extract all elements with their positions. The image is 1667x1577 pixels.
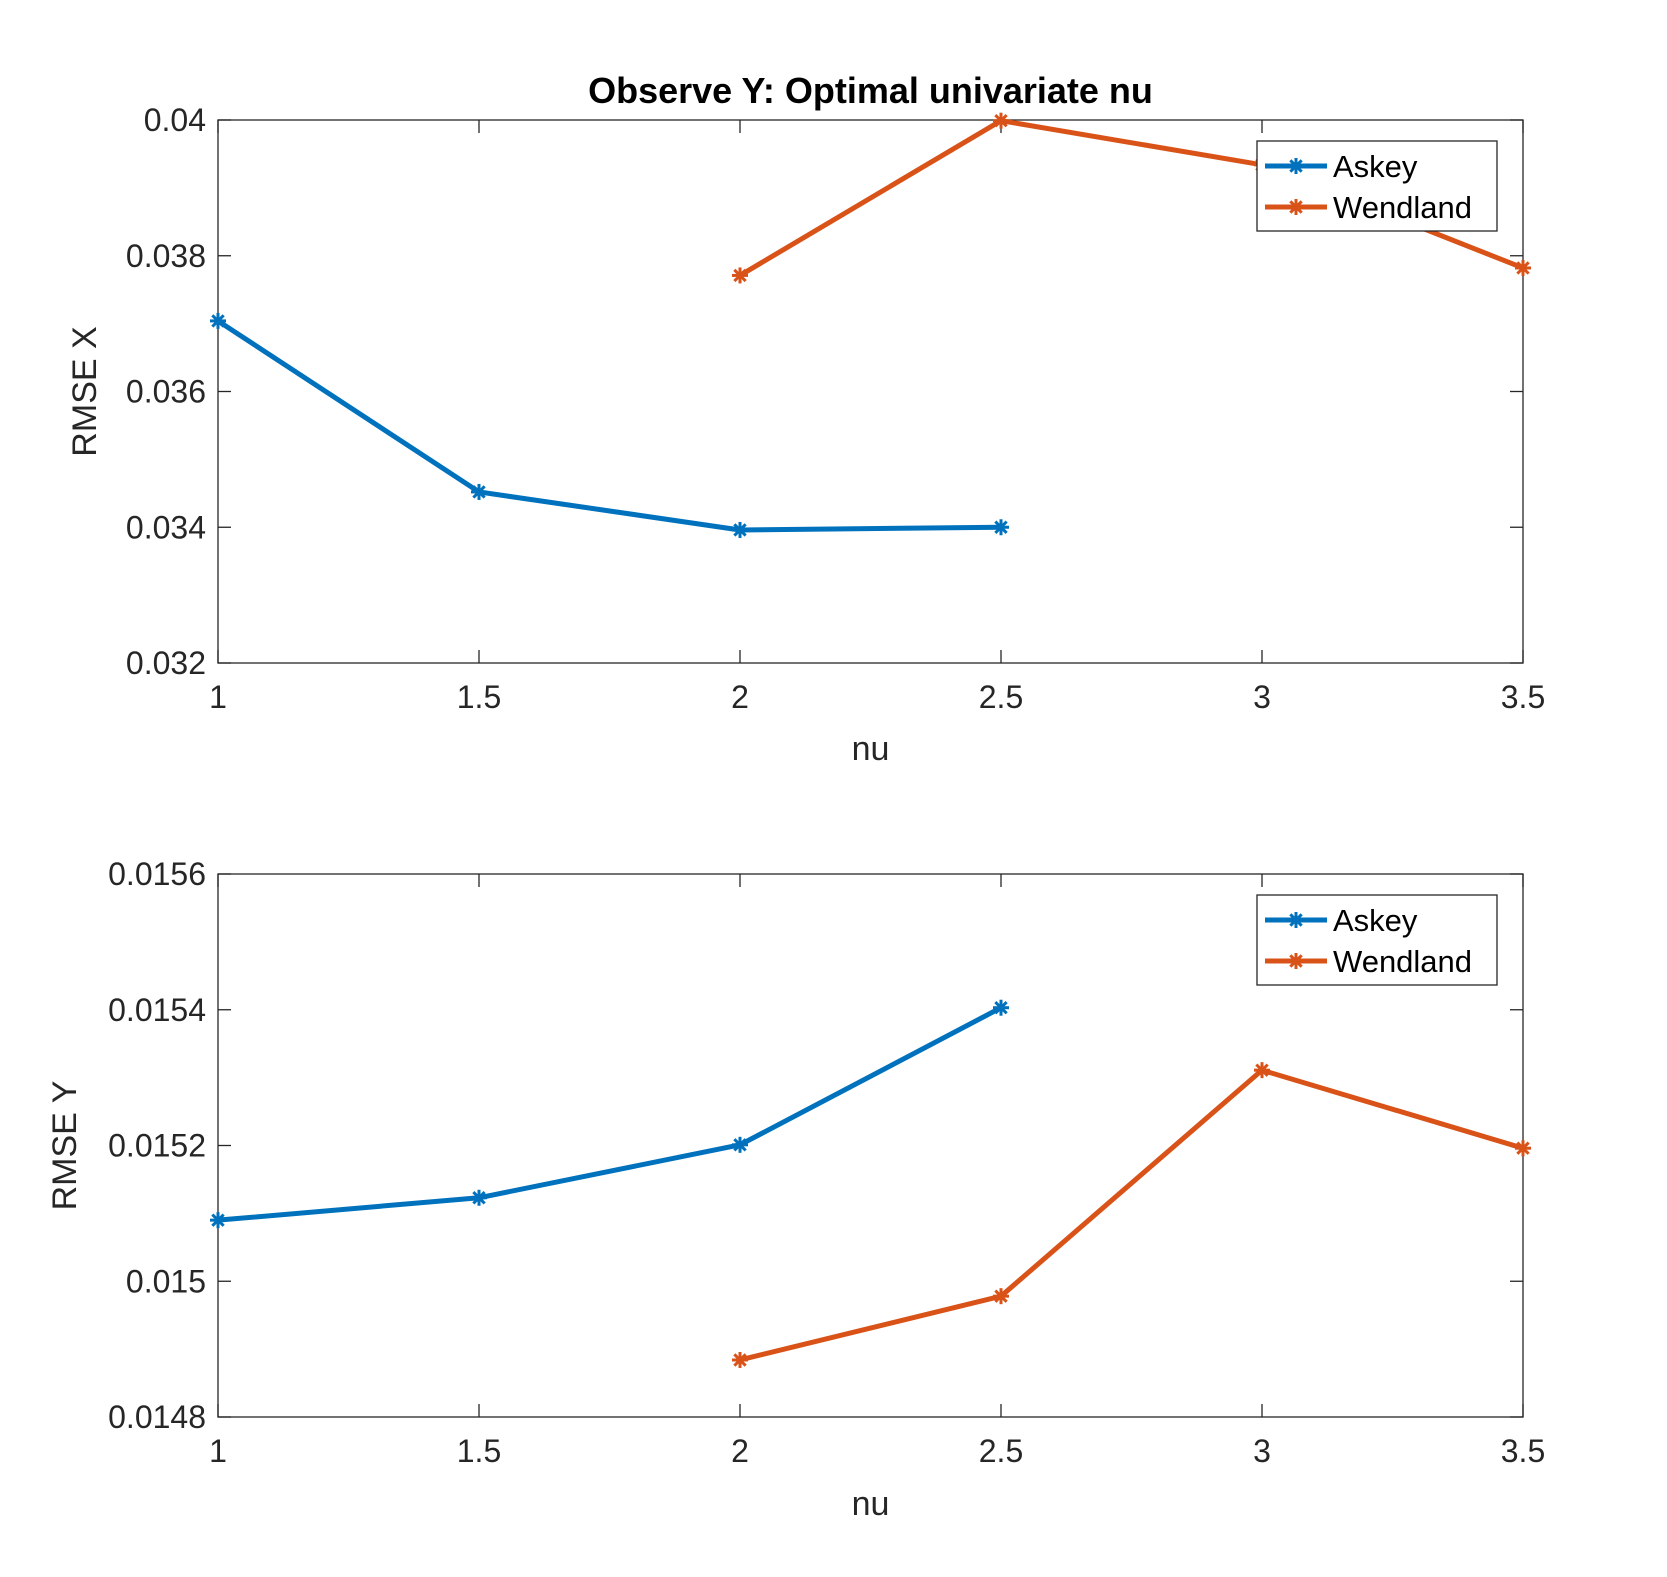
x-tick-label: 2.5 — [979, 679, 1023, 715]
y-tick-label: 0.0156 — [108, 856, 206, 892]
x-axis-label: nu — [852, 1485, 890, 1523]
x-tick-label: 2 — [731, 1433, 749, 1469]
y-tick-label: 0.0154 — [108, 992, 206, 1028]
data-point-askey — [471, 483, 487, 500]
legend-label-wendland: Wendland — [1333, 190, 1472, 225]
data-point-wendland — [1515, 1140, 1531, 1157]
data-point-wendland — [732, 1351, 748, 1368]
x-axis-label: nu — [852, 730, 890, 768]
legend: Askey Wendland — [1256, 140, 1498, 232]
x-tick-label: 1 — [209, 679, 227, 715]
chart-title: Observe Y: Optimal univariate nu — [588, 70, 1153, 111]
y-tick-label: 0.04 — [144, 102, 206, 138]
legend: Askey Wendland — [1256, 894, 1498, 986]
data-point-wendland — [1254, 1062, 1270, 1079]
data-point-askey — [732, 1136, 748, 1153]
data-point-askey — [993, 999, 1009, 1016]
legend-box — [1256, 140, 1498, 232]
legend-box — [1256, 894, 1498, 986]
x-tick-label: 3 — [1253, 1433, 1271, 1469]
series-line-askey — [217, 1005, 1003, 1223]
data-point-wendland — [993, 112, 1009, 129]
x-tick-label: 3.5 — [1501, 1433, 1545, 1469]
data-point-askey — [732, 521, 748, 538]
y-tick-label: 0.015 — [126, 1263, 206, 1299]
x-tick-label: 2 — [731, 679, 749, 715]
series-line-askey — [216, 318, 1002, 533]
legend-label-wendland: Wendland — [1333, 944, 1472, 979]
chart-rmse-y: 1 1.5 2 2.5 3 3.5 0.0148 0.015 0.0152 0.0154 0.015… — [46, 856, 1545, 1523]
data-point-wendland — [732, 267, 748, 284]
x-tick-label: 3.5 — [1501, 679, 1545, 715]
y-axis-label: RMSE X — [66, 326, 104, 456]
legend-label-askey: Askey — [1333, 149, 1418, 184]
data-point-askey — [993, 519, 1009, 536]
y-tick-label: 0.0152 — [108, 1128, 206, 1164]
y-tick-label: 0.032 — [126, 645, 206, 681]
legend-label-askey: Askey — [1333, 903, 1418, 938]
y-axis-label: RMSE Y — [46, 1081, 84, 1211]
y-tick-label: 0.036 — [126, 374, 206, 410]
data-point-wendland — [1515, 259, 1531, 276]
x-tick-label: 1.5 — [457, 679, 501, 715]
y-tick-label: 0.0148 — [108, 1399, 206, 1435]
x-tick-label: 1 — [209, 1433, 227, 1469]
data-point-askey — [210, 1212, 226, 1229]
data-point-askey — [471, 1189, 487, 1206]
data-point-askey — [210, 312, 226, 329]
y-tick-label: 0.034 — [126, 509, 206, 545]
x-tick-label: 3 — [1253, 679, 1271, 715]
y-tick-label: 0.038 — [126, 238, 206, 274]
x-tick-label: 1.5 — [457, 1433, 501, 1469]
series-line-wendland — [739, 1067, 1524, 1363]
x-tick-label: 2.5 — [979, 1433, 1023, 1469]
data-point-wendland — [993, 1288, 1009, 1305]
chart-rmse-x: 1 1.5 2 2.5 3 3.5 0.032 0.034 0.036 0.038 0.04 Obse… — [66, 70, 1545, 768]
